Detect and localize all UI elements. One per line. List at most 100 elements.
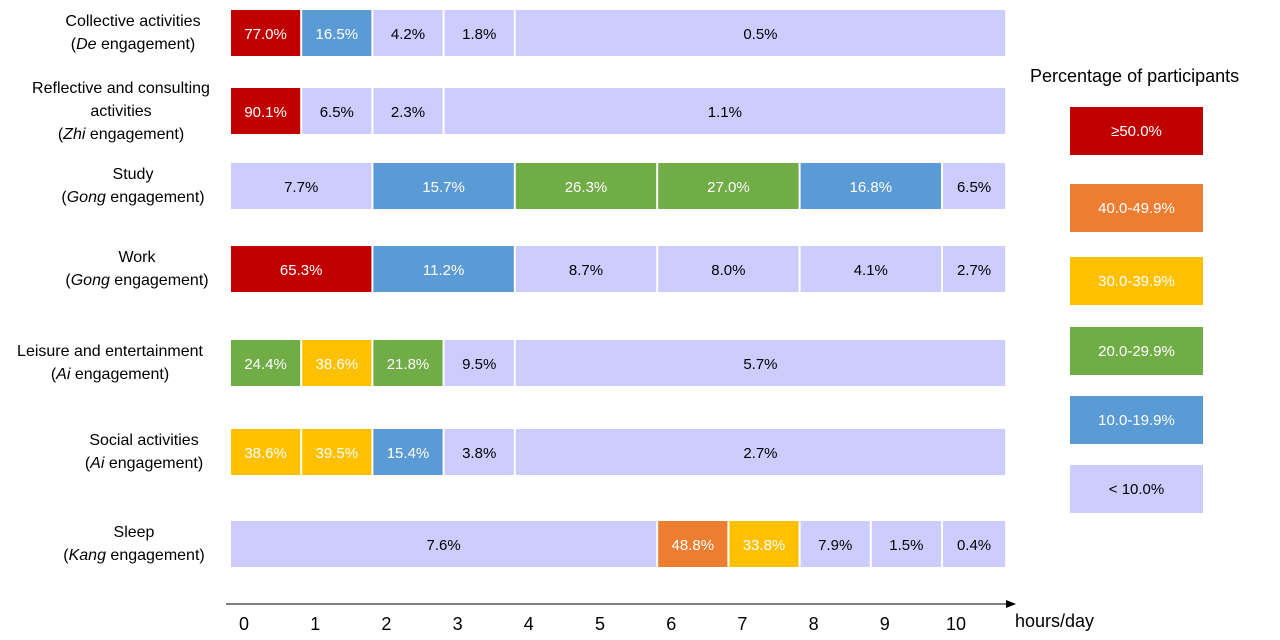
legend-item: < 10.0%: [1070, 465, 1203, 513]
bar-segment: [373, 340, 443, 386]
row-label-line: Reflective and consulting: [0, 77, 251, 100]
label-prefix: (: [50, 366, 57, 383]
bar-segment: [515, 163, 657, 209]
label-text: engagement): [109, 272, 209, 289]
bar-value-label: 6.5%: [320, 104, 354, 121]
bar-value-label: 8.0%: [711, 262, 745, 279]
label-text: Leisure and entertainment: [17, 343, 203, 360]
bar-value-label: 21.8%: [387, 356, 430, 373]
label-text: Study: [112, 166, 154, 183]
bar-segment: [444, 88, 1006, 134]
bar-segment: [658, 163, 799, 209]
label-text: Sleep: [113, 524, 155, 541]
bar-segment: [444, 340, 514, 386]
bar-value-label: 7.9%: [818, 537, 852, 554]
label-text: Work: [118, 249, 156, 266]
x-tick-label: 9: [880, 614, 890, 634]
x-tick-label: 4: [524, 614, 534, 634]
bar-value-label: 7.6%: [426, 537, 460, 554]
row-label: Collective activities (De engagement): [3, 10, 263, 56]
label-prefix: (: [65, 272, 71, 289]
label-prefix: (: [61, 189, 67, 206]
bar-value-label: 2.7%: [743, 445, 777, 462]
bar-segment: [302, 429, 372, 475]
bar-value-label: 38.6%: [244, 445, 287, 462]
bar-segment: [231, 88, 301, 134]
x-tick-label: 7: [737, 614, 747, 634]
bar-segment: [302, 88, 372, 134]
legend-item: 30.0-39.9%: [1070, 257, 1203, 305]
bar-value-label: 33.8%: [743, 537, 786, 554]
bar-segment: [943, 521, 1006, 567]
row-label-line: (Zhi engagement): [0, 123, 251, 146]
bar-segment: [515, 246, 657, 292]
bar-segment: [373, 429, 443, 475]
row-label: Reflective and consulting activities (Zhi …: [0, 77, 251, 146]
bar-value-label: 1.1%: [708, 104, 742, 121]
row-label-line: (Gong engagement): [7, 269, 267, 292]
label-italic-term: Ai: [90, 455, 105, 472]
row-label-line: Sleep: [4, 521, 264, 544]
bar-segment: [444, 10, 514, 56]
legend-item: 10.0-19.9%: [1070, 396, 1203, 444]
bar-value-label: 48.8%: [672, 537, 715, 554]
x-axis-arrow: [1006, 600, 1016, 608]
bar-segment: [515, 340, 1006, 386]
row-label: Leisure and entertainment (Ai engagement): [0, 340, 240, 386]
label-text: Social activities: [89, 432, 199, 449]
label-prefix: (: [57, 125, 64, 143]
bar-value-label: 6.5%: [957, 179, 991, 196]
bar-value-label: 15.7%: [422, 179, 465, 196]
bar-value-label: 27.0%: [707, 179, 750, 196]
bar-segment: [373, 163, 514, 209]
bar-value-label: 39.5%: [316, 445, 359, 462]
bar-value-label: 77.0%: [244, 26, 287, 43]
row-label-line: (De engagement): [3, 33, 263, 56]
x-tick-label: 0: [239, 614, 249, 634]
label-italic-term: Gong: [66, 189, 106, 206]
bar-value-label: 16.5%: [316, 26, 359, 43]
bar-segment: [943, 163, 1006, 209]
bar-segment: [302, 10, 372, 56]
bar-segment: [231, 429, 301, 475]
bar-segment: [871, 521, 941, 567]
bar-value-label: 16.8%: [850, 179, 893, 196]
label-text: Reflective and consulting: [32, 79, 210, 97]
x-tick-label: 8: [809, 614, 819, 634]
row-label-line: Work: [7, 246, 267, 269]
x-tick-label: 10: [946, 614, 966, 634]
row-label-line: Leisure and entertainment: [0, 340, 240, 363]
bar-value-label: 65.3%: [280, 262, 323, 279]
bar-segment: [373, 88, 443, 134]
bar-segment: [800, 246, 941, 292]
x-axis-label: hours/day: [1015, 611, 1095, 631]
label-italic-term: Zhi: [63, 125, 86, 143]
bar-value-label: 7.7%: [284, 179, 318, 196]
bar-segment: [231, 10, 301, 56]
label-italic-term: Ai: [56, 366, 71, 383]
label-text: engagement): [70, 366, 170, 383]
bar-segment: [231, 521, 657, 567]
label-italic-term: De: [76, 36, 97, 53]
x-tick-label: 6: [666, 614, 676, 634]
row-label-line: (Kang engagement): [4, 544, 264, 567]
bar-segment: [515, 429, 1006, 475]
x-tick-label: 5: [595, 614, 605, 634]
label-italic-term: Kang: [68, 547, 106, 564]
bar-value-label: 2.7%: [957, 262, 991, 279]
row-label-line: (Ai engagement): [14, 452, 274, 475]
bar-value-label: 0.4%: [957, 537, 991, 554]
row-label-line: (Ai engagement): [0, 363, 240, 386]
bar-segment: [231, 163, 372, 209]
label-text: activities: [90, 102, 152, 120]
label-text: engagement): [105, 547, 205, 564]
row-label-line: Social activities: [14, 429, 274, 452]
bar-value-label: 90.1%: [244, 104, 287, 121]
label-prefix: (: [63, 547, 69, 564]
bar-segment: [444, 429, 514, 475]
bar-value-label: 24.4%: [244, 356, 287, 373]
row-label-line: Collective activities: [3, 10, 263, 33]
bar-value-label: 1.8%: [462, 26, 496, 43]
row-label: Sleep (Kang engagement): [4, 521, 264, 567]
